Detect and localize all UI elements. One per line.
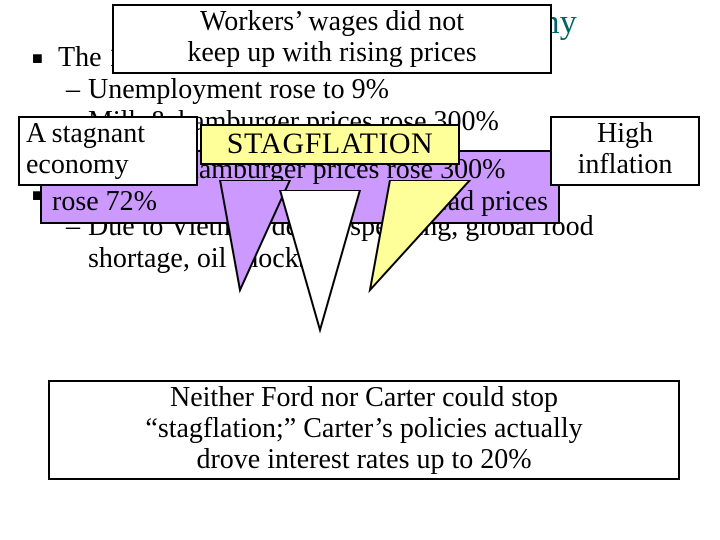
callout-stag-right-l1: High: [558, 119, 692, 150]
callout-prices-l2a: rose 72%: [52, 186, 157, 218]
callout-wages-l1: Workers’ wages did not: [120, 7, 544, 38]
callout-stagflation-text: STAGFLATION: [227, 127, 433, 160]
callout-wages: Workers’ wages did not keep up with risi…: [112, 4, 552, 74]
slide: { "title": "A Troubled American Economy"…: [0, 0, 720, 540]
callout-tail-center: [250, 190, 410, 340]
callout-stag-left-l1: A stagnant: [26, 119, 190, 150]
callout-stagnant-economy: A stagnant economy: [18, 116, 198, 186]
callout-stag-left-l2: economy: [26, 150, 190, 181]
callout-high-inflation: High inflation: [550, 116, 700, 186]
bullet-1a: Unemployment rose to 9%: [88, 74, 389, 106]
callout-stagflation: STAGFLATION: [200, 124, 460, 165]
callout-wages-l2: keep up with rising prices: [120, 38, 544, 69]
callout-bottom-l2: “stagflation;” Carter’s policies actuall…: [56, 414, 672, 445]
callout-bottom-l1: Neither Ford nor Carter could stop: [56, 383, 672, 414]
callout-bottom-l3: drove interest rates up to 20%: [56, 445, 672, 476]
callout-stag-right-l2: inflation: [558, 150, 692, 181]
callout-ford-carter: Neither Ford nor Carter could stop “stag…: [48, 380, 680, 480]
bullet-glyph-icon: ■: [32, 42, 58, 74]
